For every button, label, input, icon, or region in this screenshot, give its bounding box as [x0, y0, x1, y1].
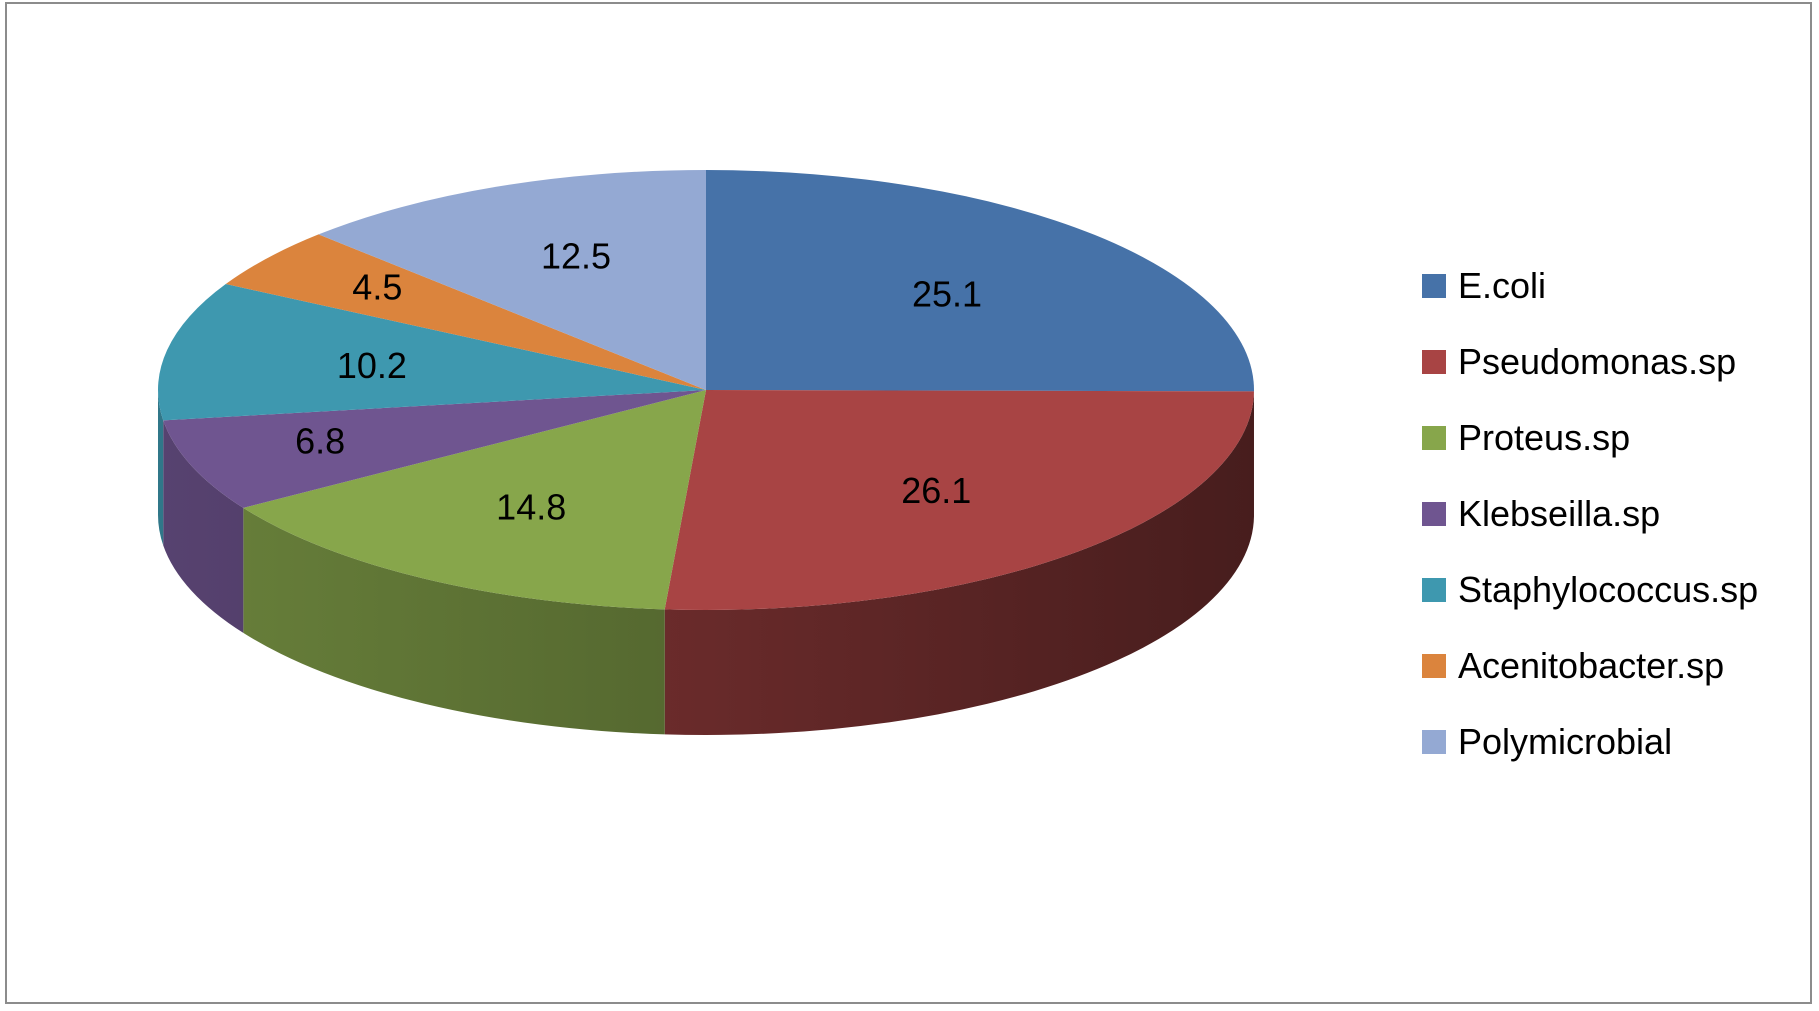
- legend-label-e-coli: E.coli: [1458, 265, 1547, 306]
- legend-swatch-polymicrobial: [1422, 730, 1446, 754]
- legend-swatch-pseudomonas: [1422, 350, 1446, 374]
- legend-item-pseudomonas: Pseudomonas.sp: [1422, 324, 1802, 400]
- pie-slice-side-klebseilla-sp: [163, 420, 244, 633]
- pie-slice-side-proteus-sp: [243, 507, 665, 735]
- pie-top-layer: [158, 170, 1254, 610]
- legend-swatch-staphylococcus: [1422, 578, 1446, 602]
- legend: E.coli Pseudomonas.sp Proteus.sp Klebsei…: [1422, 248, 1802, 780]
- legend-item-klebseilla: Klebseilla.sp: [1422, 476, 1802, 552]
- legend-label-staphylococcus: Staphylococcus.sp: [1458, 569, 1759, 610]
- data-label-proteus-sp: 14.8: [496, 486, 566, 527]
- pie-slice-pseudomonas-sp: [664, 390, 1254, 610]
- legend-swatch-acenitobacter: [1422, 654, 1446, 678]
- pie-slice-side-staphylococcus-sp: [158, 390, 164, 546]
- pie-slice-klebseilla-sp: [163, 390, 706, 508]
- data-label-acenitobacter-sp: 4.5: [352, 266, 402, 307]
- legend-label-proteus: Proteus.sp: [1458, 417, 1631, 458]
- legend-item-staphylococcus: Staphylococcus.sp: [1422, 552, 1802, 628]
- legend-item-e-coli: E.coli: [1422, 248, 1802, 324]
- legend-label-pseudomonas: Pseudomonas.sp: [1458, 341, 1737, 382]
- pie-slice-side-pseudomonas-sp: [664, 391, 1254, 735]
- data-label-staphylococcus-sp: 10.2: [337, 345, 407, 386]
- data-label-e-coli: 25.1: [912, 273, 982, 314]
- data-label-klebseilla-sp: 6.8: [295, 420, 345, 461]
- legend-label-acenitobacter: Acenitobacter.sp: [1458, 645, 1725, 686]
- legend-item-polymicrobial: Polymicrobial: [1422, 704, 1802, 780]
- legend-swatch-proteus: [1422, 426, 1446, 450]
- legend-swatch-klebseilla: [1422, 502, 1446, 526]
- pie-label-layer: 25.1 26.1 14.8 6.8 10.2 4.5 12.5: [295, 235, 982, 527]
- legend-item-acenitobacter: Acenitobacter.sp: [1422, 628, 1802, 704]
- data-label-pseudomonas-sp: 26.1: [901, 470, 971, 511]
- legend-label-klebseilla: Klebseilla.sp: [1458, 493, 1661, 534]
- pie-side-layer: [158, 390, 1254, 735]
- legend-label-polymicrobial: Polymicrobial: [1458, 721, 1673, 762]
- pie-slice-proteus-sp: [243, 390, 707, 610]
- data-label-polymicrobial: 12.5: [541, 235, 611, 276]
- legend-swatch-e-coli: [1422, 274, 1446, 298]
- pie-slice-e-coli: [706, 170, 1254, 392]
- pie-slice-staphylococcus-sp: [158, 284, 707, 421]
- pie-slice-acenitobacter-sp: [225, 234, 706, 390]
- legend-item-proteus: Proteus.sp: [1422, 400, 1802, 476]
- pie-slice-polymicrobial: [318, 170, 706, 390]
